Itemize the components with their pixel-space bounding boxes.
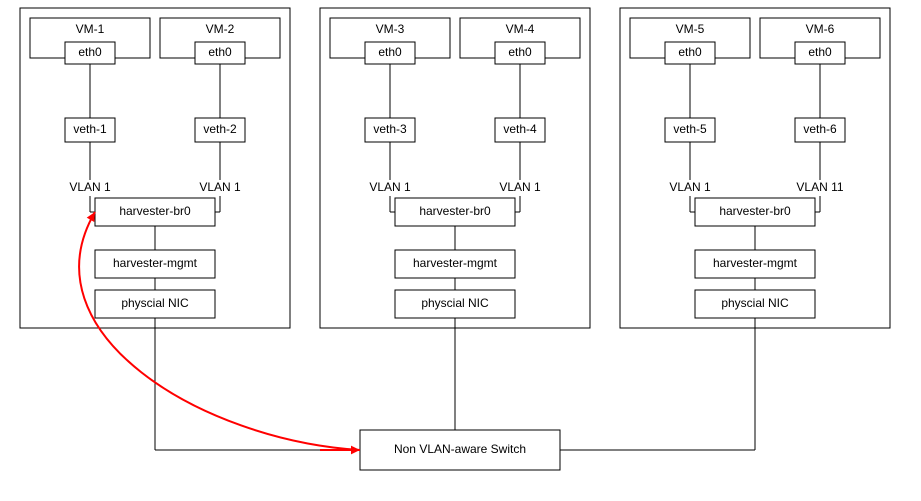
- vlan-label: VLAN 1: [199, 180, 241, 194]
- vm-eth-label: eth0: [678, 45, 702, 59]
- vm-eth-label: eth0: [808, 45, 832, 59]
- mgmt-label: harvester-mgmt: [413, 256, 498, 270]
- arrow-into-switch-head: [351, 446, 360, 455]
- mgmt-label: harvester-mgmt: [113, 256, 198, 270]
- vlan-label: VLAN 11: [796, 180, 843, 194]
- vlan-label: VLAN 1: [369, 180, 411, 194]
- nic-label: physcial NIC: [121, 296, 189, 310]
- vlan-label: VLAN 1: [669, 180, 711, 194]
- nic-label: physcial NIC: [721, 296, 789, 310]
- vlan-label: VLAN 1: [499, 180, 541, 194]
- mgmt-label: harvester-mgmt: [713, 256, 798, 270]
- vm-name-label: VM-6: [806, 22, 835, 36]
- bridge-label: harvester-br0: [119, 204, 191, 218]
- vm-name-label: VM-1: [76, 22, 105, 36]
- veth-label: veth-4: [503, 122, 537, 136]
- vm-name-label: VM-5: [676, 22, 705, 36]
- vm-name-label: VM-4: [506, 22, 535, 36]
- vm-eth-label: eth0: [378, 45, 402, 59]
- bridge-label: harvester-br0: [719, 204, 791, 218]
- veth-label: veth-1: [73, 122, 107, 136]
- vm-eth-label: eth0: [508, 45, 532, 59]
- bridge-label: harvester-br0: [419, 204, 491, 218]
- network-diagram: VM-1 eth0 veth-1 VLAN 1 VM-2 eth0 veth-2 VLAN 1…: [0, 0, 921, 501]
- switch-label: Non VLAN-aware Switch: [394, 442, 526, 456]
- veth-label: veth-2: [203, 122, 237, 136]
- veth-label: veth-3: [373, 122, 407, 136]
- vm-name-label: VM-2: [206, 22, 235, 36]
- veth-label: veth-5: [673, 122, 707, 136]
- vm-eth-label: eth0: [208, 45, 232, 59]
- vm-name-label: VM-3: [376, 22, 405, 36]
- vm-eth-label: eth0: [78, 45, 102, 59]
- nic-label: physcial NIC: [421, 296, 489, 310]
- vlan-label: VLAN 1: [69, 180, 111, 194]
- veth-label: veth-6: [803, 122, 837, 136]
